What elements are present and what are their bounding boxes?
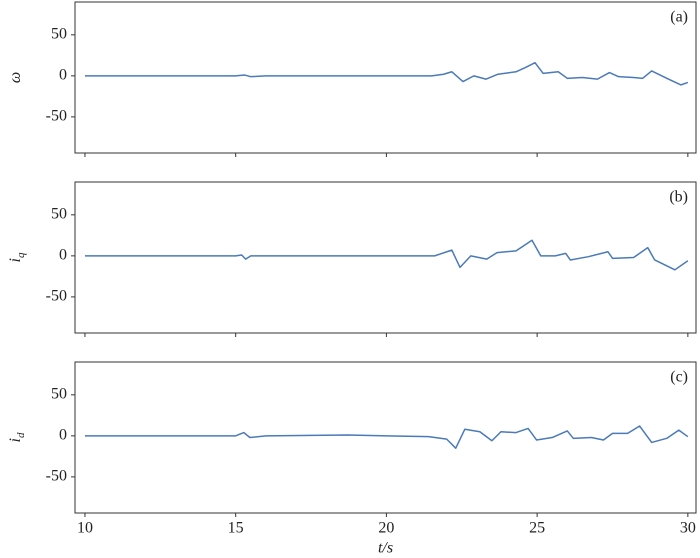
x-tick-label: 20 — [378, 520, 394, 537]
plot-frame — [74, 361, 697, 514]
x-axis-label: t/s — [378, 540, 393, 557]
x-tick-label: 10 — [77, 520, 93, 537]
plot-frame — [74, 181, 697, 334]
panel-label: (b) — [669, 189, 688, 206]
y-label-subscript: q — [15, 252, 27, 258]
data-line — [84, 61, 689, 86]
y-axis-label: id — [7, 432, 27, 442]
x-tick-label: 15 — [228, 520, 244, 537]
y-axis-label: ω — [7, 72, 24, 83]
panel-label: (a) — [670, 9, 688, 26]
y-tick-label: 50 — [51, 385, 67, 402]
y-tick-label: 50 — [51, 205, 67, 222]
y-tick-label: -50 — [46, 108, 67, 125]
panel-label: (c) — [670, 369, 688, 386]
y-tick-label: 0 — [59, 247, 67, 264]
data-line — [84, 425, 689, 449]
y-tick-label: 0 — [59, 427, 67, 444]
x-tick-label: 30 — [680, 520, 696, 537]
x-tick-label: 25 — [529, 520, 545, 537]
y-label-subscript: d — [15, 432, 27, 438]
y-label-main: ω — [7, 72, 24, 83]
y-tick-label: 50 — [51, 25, 67, 42]
y-label-main: i — [7, 258, 24, 262]
plot-frame — [74, 1, 697, 154]
y-label-main: i — [7, 438, 24, 442]
y-tick-label: 0 — [59, 67, 67, 84]
y-tick-label: -50 — [46, 288, 67, 305]
y-axis-label: iq — [7, 252, 27, 262]
data-line — [84, 239, 689, 271]
y-tick-label: -50 — [46, 468, 67, 485]
